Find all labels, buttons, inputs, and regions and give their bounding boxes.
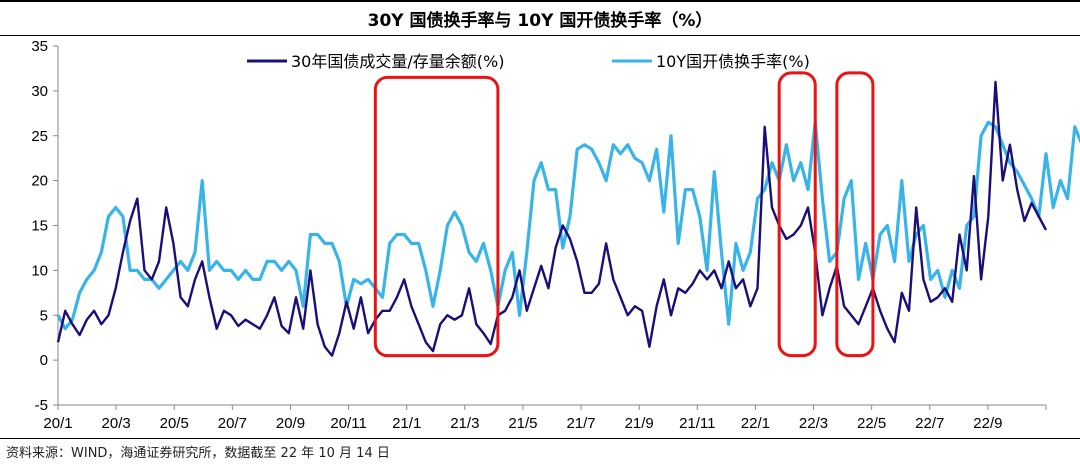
highlight-box-1 [373, 75, 500, 358]
x-tick-label: 20/3 [102, 415, 131, 432]
x-tick-label: 20/1 [43, 415, 72, 432]
y-tick-label: 20 [31, 173, 48, 190]
chart-title-band: 30Y 国债换手率与 10Y 国开债换手率（%） [0, 0, 1080, 36]
x-tick-label: 21/1 [392, 415, 421, 432]
legend-label-30y: 30年国债成交量/存量余额(%) [291, 52, 504, 71]
x-tick-label: 21/7 [566, 415, 595, 432]
y-tick-label: 10 [31, 262, 48, 279]
highlight-box-2 [777, 71, 817, 358]
chart-title: 30Y 国债换手率与 10Y 国开债换手率（%） [367, 11, 713, 31]
x-tick-label: 22/3 [799, 415, 828, 432]
x-tick-label: 22/9 [973, 415, 1002, 432]
x-tick-label: 22/7 [915, 415, 944, 432]
y-tick-label: -5 [35, 397, 48, 414]
source-note: 资料来源：WIND，海通证券研究所，数据截至 22 年 10 月 14 日 [6, 446, 390, 461]
x-tick-label: 20/9 [276, 415, 305, 432]
x-tick-label: 21/9 [625, 415, 654, 432]
series-10y-line [56, 120, 1080, 331]
x-tick-label: 21/5 [508, 415, 537, 432]
highlight-box-3 [835, 71, 875, 358]
x-tick-label: 20/11 [330, 415, 366, 432]
legend-label-10y: 10Y国开债换手率(%) [656, 52, 810, 71]
line-chart: 35 30 25 20 15 10 5 0 -520/1 20/3 20/5 20/7 20/9 20/1… [31, 38, 1080, 432]
series-30y-line [56, 80, 1048, 357]
y-tick-label: 25 [31, 128, 48, 145]
x-tick-label: 20/7 [218, 415, 247, 432]
y-tick-label: 0 [40, 352, 48, 369]
y-tick-label: 30 [31, 83, 48, 100]
x-tick-label: 20/5 [160, 415, 189, 432]
y-tick-label: 35 [31, 38, 48, 55]
x-tick-label: 21/3 [450, 415, 479, 432]
x-tick-label: 22/1 [741, 415, 770, 432]
y-tick-label: 5 [40, 307, 48, 324]
y-tick-label: 15 [31, 218, 48, 235]
bottom-rule [0, 438, 1080, 439]
x-tick-label: 21/11 [679, 415, 715, 432]
x-tick-label: 22/5 [857, 415, 886, 432]
